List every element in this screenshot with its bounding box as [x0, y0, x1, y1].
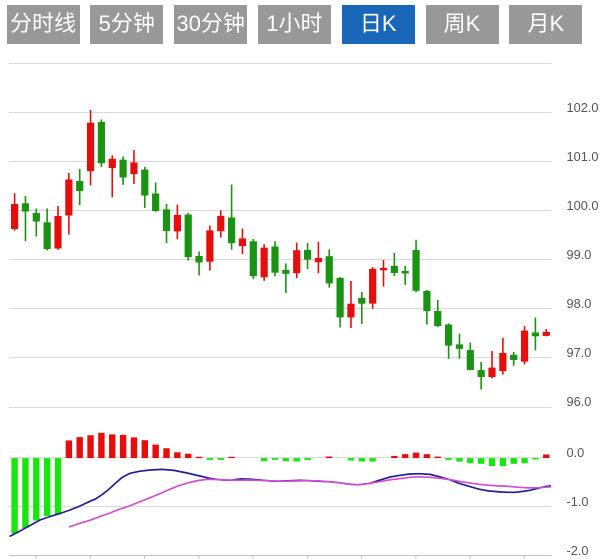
svg-text:96.0: 96.0: [567, 394, 592, 409]
svg-text:101.0: 101.0: [567, 149, 599, 164]
svg-text:0.0: 0.0: [567, 445, 585, 460]
svg-text:100.0: 100.0: [567, 198, 599, 213]
svg-text:99.0: 99.0: [567, 247, 592, 262]
svg-text:-1.0: -1.0: [567, 494, 589, 509]
svg-text:-2.0: -2.0: [567, 543, 589, 558]
svg-text:98.0: 98.0: [567, 296, 592, 311]
svg-text:102.0: 102.0: [567, 100, 599, 115]
svg-text:97.0: 97.0: [567, 345, 592, 360]
